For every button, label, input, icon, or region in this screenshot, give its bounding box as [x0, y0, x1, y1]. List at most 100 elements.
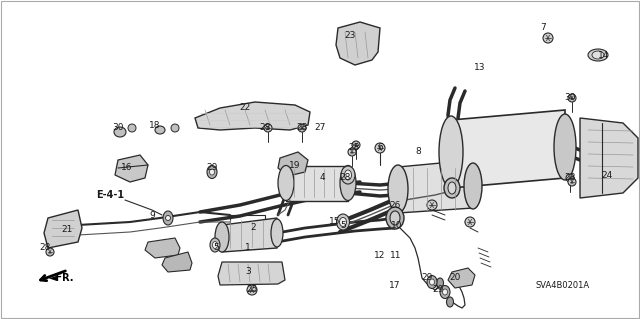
- Bar: [286, 166, 348, 201]
- Ellipse shape: [554, 114, 576, 180]
- Text: 23: 23: [344, 31, 356, 40]
- Ellipse shape: [344, 170, 351, 180]
- Polygon shape: [44, 210, 82, 248]
- Text: 4: 4: [319, 174, 325, 182]
- Text: 30: 30: [564, 93, 576, 102]
- Ellipse shape: [247, 285, 257, 295]
- Ellipse shape: [444, 178, 460, 198]
- Text: 15: 15: [329, 218, 340, 226]
- Polygon shape: [218, 262, 285, 285]
- Ellipse shape: [465, 217, 475, 227]
- Ellipse shape: [210, 238, 220, 252]
- Ellipse shape: [163, 211, 173, 225]
- Ellipse shape: [348, 148, 356, 156]
- Ellipse shape: [388, 165, 408, 213]
- Polygon shape: [278, 152, 308, 176]
- Text: 1: 1: [245, 243, 251, 253]
- Text: 16: 16: [121, 164, 132, 173]
- Ellipse shape: [447, 297, 454, 307]
- Ellipse shape: [166, 216, 170, 220]
- Polygon shape: [336, 22, 380, 65]
- Ellipse shape: [390, 211, 400, 225]
- Ellipse shape: [340, 166, 356, 201]
- Text: SVA4B0201A: SVA4B0201A: [536, 280, 590, 290]
- Text: 5: 5: [340, 220, 346, 229]
- Ellipse shape: [114, 127, 126, 137]
- Text: 7: 7: [540, 24, 546, 33]
- Ellipse shape: [588, 49, 608, 61]
- Text: 29: 29: [432, 286, 444, 294]
- Text: 29: 29: [206, 164, 218, 173]
- Text: 6: 6: [377, 144, 383, 152]
- Polygon shape: [222, 218, 277, 252]
- Text: 14: 14: [598, 50, 610, 60]
- Polygon shape: [398, 160, 473, 213]
- Ellipse shape: [375, 143, 385, 153]
- Ellipse shape: [46, 248, 54, 256]
- Ellipse shape: [352, 141, 360, 149]
- Ellipse shape: [568, 178, 576, 186]
- Text: E-4-1: E-4-1: [96, 190, 124, 200]
- Text: 2: 2: [250, 224, 256, 233]
- Ellipse shape: [427, 276, 437, 288]
- Text: 28: 28: [348, 144, 360, 152]
- Ellipse shape: [271, 219, 283, 247]
- Ellipse shape: [386, 207, 404, 229]
- Polygon shape: [580, 118, 638, 198]
- Text: 30: 30: [112, 123, 124, 132]
- Text: 22: 22: [239, 103, 251, 113]
- Ellipse shape: [209, 169, 214, 175]
- Text: 28: 28: [339, 174, 351, 182]
- Ellipse shape: [464, 163, 482, 209]
- Ellipse shape: [566, 174, 574, 182]
- Polygon shape: [162, 252, 192, 272]
- Polygon shape: [448, 268, 475, 288]
- Ellipse shape: [436, 278, 444, 288]
- Ellipse shape: [128, 124, 136, 132]
- Ellipse shape: [448, 182, 456, 194]
- Text: 17: 17: [389, 280, 401, 290]
- Text: 19: 19: [289, 160, 301, 169]
- Text: 11: 11: [390, 250, 402, 259]
- Text: 24: 24: [602, 170, 612, 180]
- Ellipse shape: [568, 94, 576, 102]
- Ellipse shape: [278, 166, 294, 201]
- Polygon shape: [451, 110, 565, 188]
- Ellipse shape: [155, 126, 165, 134]
- Text: 27: 27: [314, 123, 326, 132]
- Ellipse shape: [339, 218, 346, 226]
- Ellipse shape: [171, 124, 179, 132]
- Text: 28: 28: [296, 123, 308, 132]
- Text: 28: 28: [259, 123, 271, 132]
- Text: ◄FR.: ◄FR.: [49, 273, 75, 283]
- Ellipse shape: [341, 166, 355, 184]
- Ellipse shape: [439, 116, 463, 188]
- Text: 3: 3: [245, 268, 251, 277]
- Ellipse shape: [264, 124, 272, 132]
- Text: 26: 26: [389, 201, 401, 210]
- Ellipse shape: [207, 166, 217, 179]
- Text: 8: 8: [415, 147, 421, 157]
- Text: 9: 9: [149, 211, 155, 219]
- Text: 28: 28: [564, 174, 576, 182]
- Ellipse shape: [212, 241, 218, 249]
- Ellipse shape: [337, 214, 349, 230]
- Text: 20: 20: [449, 273, 461, 283]
- Ellipse shape: [298, 124, 306, 132]
- Text: 21: 21: [61, 226, 73, 234]
- Polygon shape: [195, 102, 310, 130]
- Ellipse shape: [592, 51, 604, 59]
- Text: 28: 28: [39, 243, 51, 253]
- Text: 12: 12: [374, 250, 386, 259]
- Text: 25: 25: [246, 286, 258, 294]
- Ellipse shape: [442, 289, 447, 295]
- Polygon shape: [145, 238, 180, 258]
- Ellipse shape: [429, 279, 435, 285]
- Text: 5: 5: [213, 243, 219, 253]
- Ellipse shape: [440, 286, 450, 299]
- Ellipse shape: [427, 200, 437, 210]
- Text: 29: 29: [421, 273, 433, 283]
- Polygon shape: [115, 155, 148, 182]
- Text: 10: 10: [391, 220, 403, 229]
- Text: 18: 18: [149, 121, 161, 130]
